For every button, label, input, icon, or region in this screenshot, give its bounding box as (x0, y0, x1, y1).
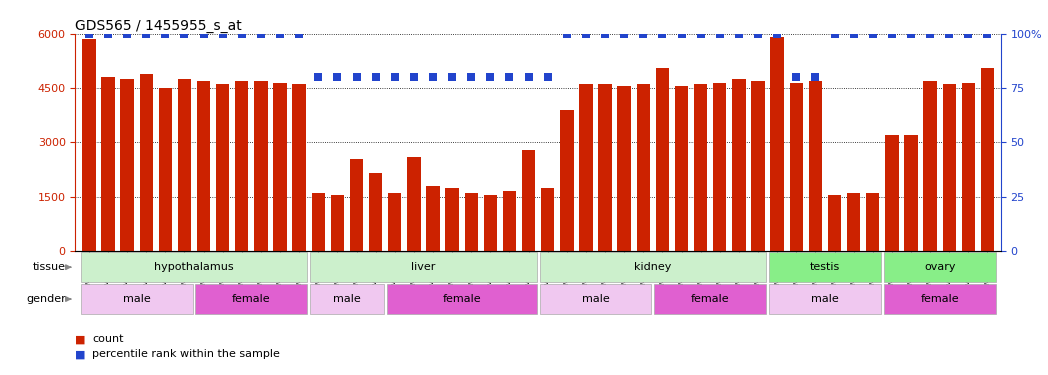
Text: tissue: tissue (32, 262, 66, 272)
Bar (713, 82, 726, 251)
Bar (733, 79, 745, 251)
Bar (789, 82, 803, 251)
Bar (388, 193, 401, 251)
Bar (540, 252, 766, 282)
Bar (292, 84, 306, 251)
Bar (158, 88, 172, 251)
Text: female: female (920, 294, 959, 304)
Bar (274, 82, 287, 251)
Bar (216, 84, 230, 251)
Bar (82, 39, 95, 251)
Text: female: female (691, 294, 729, 304)
Bar (484, 195, 497, 251)
Bar (445, 188, 459, 251)
Bar (178, 79, 191, 251)
Bar (636, 84, 650, 251)
Bar (769, 252, 881, 282)
Bar (617, 86, 631, 251)
Text: count: count (92, 334, 124, 344)
Bar (81, 252, 307, 282)
Bar (654, 284, 766, 314)
Text: ■: ■ (75, 350, 86, 359)
Bar (981, 68, 995, 251)
Bar (522, 150, 536, 251)
Bar (311, 193, 325, 251)
Bar (883, 252, 996, 282)
Text: male: male (333, 294, 361, 304)
Bar (883, 284, 996, 314)
Text: gender: gender (26, 294, 66, 304)
Bar (121, 79, 134, 251)
Bar (369, 173, 383, 251)
Bar (769, 284, 881, 314)
Bar (81, 284, 193, 314)
Bar (541, 188, 554, 251)
Bar (866, 193, 879, 251)
Bar (197, 81, 211, 251)
Bar (770, 38, 784, 251)
Bar (195, 284, 307, 314)
Bar (847, 193, 860, 251)
Bar (675, 86, 689, 251)
Text: female: female (442, 294, 481, 304)
Bar (904, 135, 918, 251)
Bar (310, 252, 537, 282)
Bar (310, 284, 384, 314)
Bar (598, 84, 612, 251)
Bar (255, 81, 267, 251)
Bar (751, 81, 765, 251)
Text: GDS565 / 1455955_s_at: GDS565 / 1455955_s_at (75, 19, 242, 33)
Bar (656, 68, 669, 251)
Bar (464, 193, 478, 251)
Bar (923, 81, 937, 251)
Text: ■: ■ (75, 334, 86, 344)
Text: female: female (232, 294, 270, 304)
Bar (962, 82, 975, 251)
Bar (139, 74, 153, 251)
Bar (694, 84, 707, 251)
Bar (331, 195, 344, 251)
Bar (235, 81, 248, 251)
Bar (408, 157, 420, 251)
Text: male: male (123, 294, 151, 304)
Text: male: male (811, 294, 838, 304)
Bar (580, 84, 592, 251)
Bar (560, 110, 573, 251)
Bar (427, 186, 440, 251)
Bar (102, 77, 114, 251)
Text: liver: liver (411, 262, 436, 272)
Text: male: male (582, 294, 609, 304)
Bar (350, 159, 364, 251)
Bar (942, 84, 956, 251)
Text: testis: testis (810, 262, 840, 272)
Bar (828, 195, 842, 251)
Bar (886, 135, 898, 251)
Bar (503, 191, 517, 251)
Text: percentile rank within the sample: percentile rank within the sample (92, 350, 280, 359)
Bar (809, 81, 822, 251)
Bar (387, 284, 537, 314)
Bar (540, 284, 652, 314)
Text: hypothalamus: hypothalamus (154, 262, 234, 272)
Text: kidney: kidney (634, 262, 672, 272)
Text: ovary: ovary (924, 262, 956, 272)
